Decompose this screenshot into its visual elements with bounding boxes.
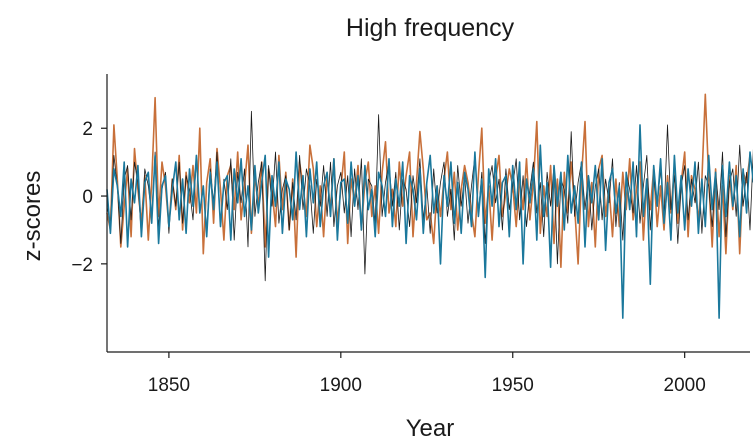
x-axis-ticks: 1850 1900 1950 2000 — [148, 352, 706, 396]
series-line-3 — [106, 124, 753, 319]
chart-title: High frequency — [346, 14, 515, 42]
y-tick-label: 2 — [82, 119, 93, 140]
x-tick-label: 2000 — [664, 375, 706, 396]
series-group — [106, 93, 753, 319]
x-tick-label: 1850 — [148, 375, 190, 396]
y-tick-label: −2 — [71, 255, 93, 276]
y-axis-label: z-scores — [19, 171, 46, 262]
y-tick-label: 0 — [82, 187, 93, 208]
series-line-1 — [106, 93, 751, 269]
x-tick-label: 1950 — [492, 375, 534, 396]
y-axis-ticks: 2 0 −2 — [71, 119, 107, 276]
x-tick-label: 1900 — [320, 375, 362, 396]
x-axis-label: Year — [406, 415, 455, 442]
